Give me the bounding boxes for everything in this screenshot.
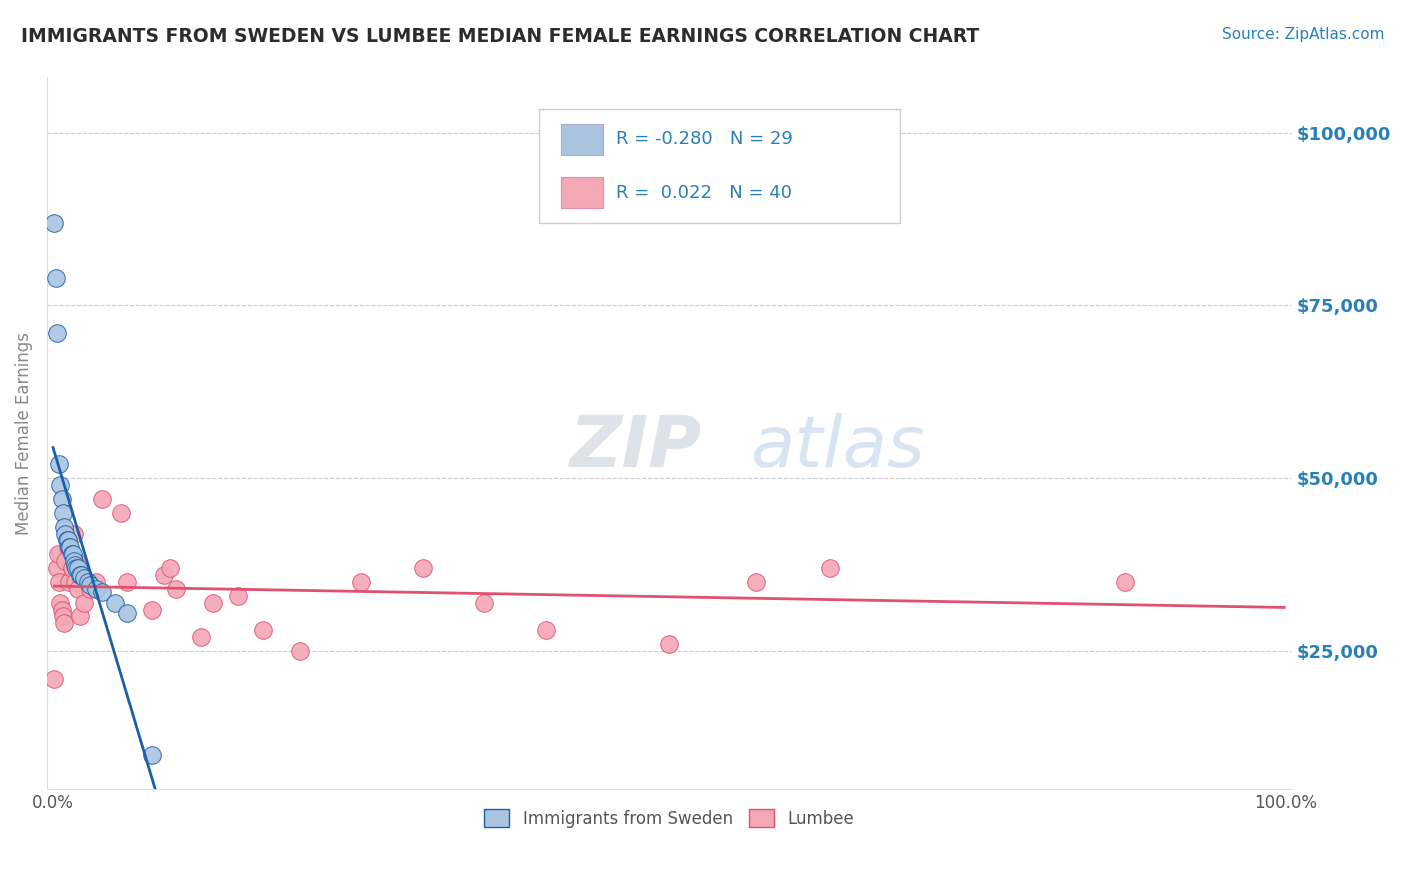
Point — [53, 519, 76, 533]
Point — [288, 644, 311, 658]
Point — [84, 574, 107, 589]
Point — [70, 568, 93, 582]
Point — [153, 568, 176, 582]
Point — [59, 541, 82, 555]
Point — [65, 558, 87, 572]
Point — [44, 270, 66, 285]
Point — [84, 582, 107, 596]
Point — [79, 578, 101, 592]
Point — [226, 589, 249, 603]
Point — [350, 574, 373, 589]
Point — [45, 561, 67, 575]
Legend: Immigrants from Sweden, Lumbee: Immigrants from Sweden, Lumbee — [478, 803, 860, 834]
Point — [60, 561, 83, 575]
Point — [474, 596, 496, 610]
Point — [55, 533, 77, 548]
Point — [51, 491, 73, 506]
Point — [110, 506, 132, 520]
Point — [818, 561, 841, 575]
Point — [69, 568, 91, 582]
Point — [165, 582, 187, 596]
Point — [534, 624, 557, 638]
Point — [190, 630, 212, 644]
Y-axis label: Median Female Earnings: Median Female Earnings — [15, 332, 32, 535]
Point — [63, 554, 86, 568]
Point — [76, 574, 98, 589]
Text: Source: ZipAtlas.com: Source: ZipAtlas.com — [1222, 27, 1385, 42]
Point — [141, 602, 163, 616]
Point — [44, 672, 66, 686]
Point — [49, 478, 72, 492]
Text: atlas: atlas — [751, 413, 925, 482]
Point — [252, 624, 274, 638]
Point — [141, 747, 163, 762]
Point — [56, 541, 79, 555]
Point — [52, 506, 75, 520]
Point — [744, 574, 766, 589]
Text: R =  0.022   N = 40: R = 0.022 N = 40 — [616, 184, 792, 202]
Point — [44, 216, 66, 230]
FancyBboxPatch shape — [538, 110, 900, 223]
Point — [115, 606, 138, 620]
FancyBboxPatch shape — [561, 178, 603, 209]
Point — [1114, 574, 1136, 589]
Point — [73, 596, 96, 610]
Point — [53, 616, 76, 631]
Point — [48, 458, 70, 472]
Point — [62, 547, 84, 561]
Point — [65, 561, 87, 575]
Point — [412, 561, 434, 575]
Point — [58, 574, 80, 589]
Point — [45, 326, 67, 340]
Point — [104, 596, 127, 610]
Point — [53, 554, 76, 568]
Point — [63, 526, 86, 541]
Point — [73, 571, 96, 585]
Point — [49, 596, 72, 610]
Point — [159, 561, 181, 575]
Point — [658, 637, 681, 651]
Point — [115, 574, 138, 589]
Point — [58, 541, 80, 555]
Point — [56, 533, 79, 548]
Point — [65, 554, 87, 568]
Text: IMMIGRANTS FROM SWEDEN VS LUMBEE MEDIAN FEMALE EARNINGS CORRELATION CHART: IMMIGRANTS FROM SWEDEN VS LUMBEE MEDIAN … — [21, 27, 980, 45]
Point — [65, 574, 87, 589]
Text: R = -0.280   N = 29: R = -0.280 N = 29 — [616, 130, 793, 148]
Text: ZIP: ZIP — [569, 413, 702, 482]
Point — [48, 574, 70, 589]
Point — [53, 526, 76, 541]
Point — [52, 609, 75, 624]
Point — [202, 596, 225, 610]
Point — [60, 547, 83, 561]
FancyBboxPatch shape — [561, 124, 603, 155]
Point — [91, 491, 114, 506]
Point — [46, 547, 69, 561]
Point — [69, 609, 91, 624]
Point — [51, 602, 73, 616]
Point — [91, 585, 114, 599]
Point — [79, 582, 101, 596]
Point — [66, 561, 89, 575]
Point — [66, 582, 89, 596]
